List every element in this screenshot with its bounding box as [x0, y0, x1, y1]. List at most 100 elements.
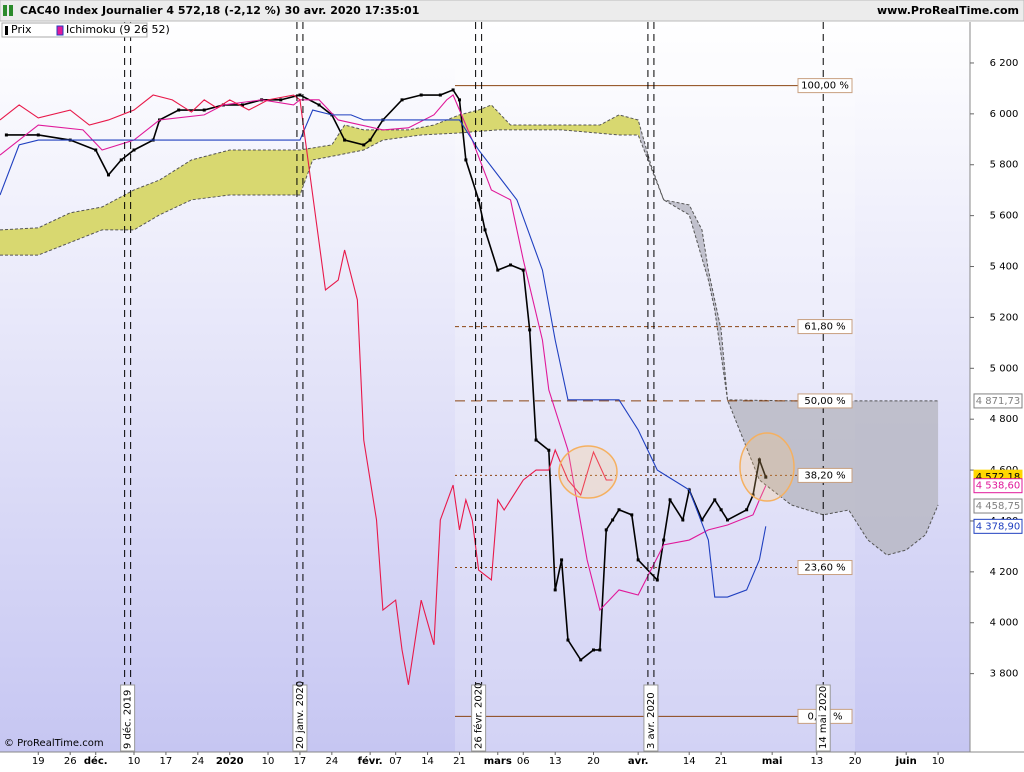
price-label: 4 871,73: [976, 396, 1021, 407]
date-marker-box: [120, 684, 136, 752]
price-point: [438, 93, 442, 97]
date-marker-label: 26 févr. 2020: [473, 683, 485, 750]
date-marker-label: 9 déc. 2019: [122, 690, 134, 749]
title-bar: [0, 0, 1024, 22]
price-label: 4 378,90: [976, 521, 1021, 532]
x-tick-label: 07: [389, 756, 402, 767]
price-point: [534, 438, 538, 442]
price-point: [36, 133, 40, 137]
price-point: [662, 538, 666, 542]
price-point: [317, 103, 321, 107]
price-point: [400, 98, 404, 102]
price-point: [655, 578, 659, 582]
legend-entry: Ichimoku (9 26 52): [66, 23, 170, 36]
price-point: [566, 638, 570, 642]
x-tick-label: 19: [32, 756, 45, 767]
plot-bg: [0, 22, 970, 752]
date-marker-label: 20 janv. 2020: [295, 681, 306, 749]
y-tick-label: 6 000: [990, 109, 1019, 120]
x-tick-label: juin: [895, 756, 917, 767]
price-point: [617, 508, 621, 512]
price-point: [719, 508, 723, 512]
x-tick-label: 10: [262, 756, 275, 767]
price-label-box: [973, 478, 1023, 494]
price-point: [604, 528, 608, 532]
price-point: [528, 328, 532, 332]
price-point: [477, 198, 481, 202]
price-point: [241, 103, 244, 107]
fib-label-box: [797, 78, 853, 94]
fib-label: 38,20 %: [804, 470, 845, 481]
title: CAC40 Index Journalier 4 572,18 (-2,12 %…: [20, 4, 419, 17]
price-label-box: [973, 498, 1023, 514]
y-tick-label: 3 800: [990, 669, 1019, 680]
cloud-edge: [0, 104, 939, 402]
price-point: [560, 558, 564, 562]
price-point: [298, 93, 302, 97]
fib-label: 61,80 %: [804, 322, 845, 333]
x-tick-label: mai: [762, 756, 783, 767]
price-label: 4 572,18: [976, 472, 1021, 483]
fib-label: 50,00 %: [804, 396, 845, 407]
price-point: [636, 558, 640, 562]
x-tick-label: 13: [810, 756, 823, 767]
y-tick-label: 5 200: [990, 312, 1019, 323]
price-point: [451, 88, 455, 92]
price-point: [547, 448, 551, 452]
price-label-box: [973, 518, 1023, 534]
price-point: [343, 138, 347, 142]
price-point: [521, 268, 525, 272]
date-marker-box: [643, 684, 659, 752]
x-tick-label: avr.: [628, 756, 649, 767]
price-point: [419, 93, 423, 97]
price-point: [579, 658, 583, 662]
date-marker-box: [815, 684, 831, 752]
price-point: [509, 263, 513, 267]
price-point: [4, 133, 8, 137]
price-point: [713, 498, 717, 502]
date-marker-label: 14 mai 2020: [818, 686, 829, 749]
price-point: [630, 513, 634, 517]
highlight: [739, 432, 795, 502]
y-tick-label: 5 000: [990, 363, 1019, 374]
x-tick-label: 14: [421, 756, 434, 767]
indicator-line: [0, 94, 767, 612]
y-tick-label: 5 600: [990, 211, 1019, 222]
price-label-box: [973, 393, 1023, 409]
y-tick-label: 4 800: [990, 414, 1019, 425]
fib-label-box: [797, 560, 853, 576]
x-tick-label: 24: [325, 756, 338, 767]
y-tick-label: 4 000: [990, 618, 1019, 629]
y-tick-label: 6 200: [990, 58, 1019, 69]
price-point: [457, 98, 461, 102]
y-tick-label: 4 200: [990, 567, 1019, 578]
price-point: [279, 98, 283, 102]
x-tick-label: mars: [484, 756, 512, 767]
price-point: [726, 518, 729, 522]
y-tick-label: 5 400: [990, 262, 1019, 273]
x-tick-label: 21: [453, 756, 466, 767]
price-point: [368, 138, 372, 142]
price-point: [496, 268, 500, 272]
price-point: [591, 648, 595, 652]
x-tick-label: 26: [64, 756, 77, 767]
price-point: [119, 158, 123, 162]
x-tick-label: 20: [849, 756, 862, 767]
plot: [0, 22, 939, 752]
price-point: [132, 148, 136, 152]
price-point: [177, 108, 181, 112]
price-point: [681, 518, 685, 522]
price-point: [106, 173, 110, 177]
date-marker-box: [471, 684, 487, 752]
price-point: [700, 518, 704, 522]
legend-entry: Prix: [11, 23, 32, 36]
fib-label: 23,60 %: [804, 563, 845, 574]
price-point: [202, 108, 206, 112]
x-tick-label: 24: [191, 756, 204, 767]
x-tick-label: 20: [587, 756, 600, 767]
footer: © ProRealTime.com: [4, 738, 104, 749]
x-tick-label: févr.: [358, 755, 383, 767]
fib-label: 100,00 %: [801, 81, 849, 92]
fib-label-box: [797, 319, 853, 335]
